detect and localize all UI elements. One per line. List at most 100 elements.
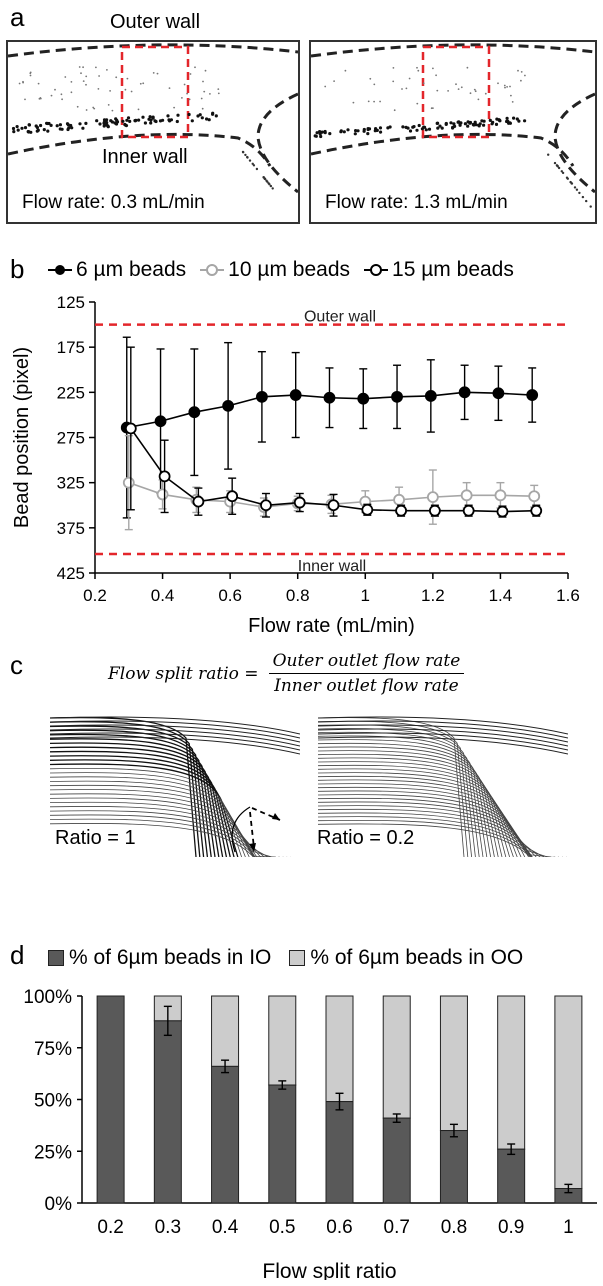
streamline	[318, 739, 488, 857]
bead-dot	[494, 122, 499, 126]
bead-dot	[251, 162, 254, 165]
bead-dot	[106, 125, 110, 129]
channel-left-drawing	[8, 43, 298, 194]
bead-dot	[460, 86, 463, 89]
bead-dot	[189, 73, 192, 75]
y-tick-label: 125	[57, 293, 85, 312]
bead-dot	[432, 67, 434, 70]
x-tick-label: 1.6	[556, 586, 580, 605]
panel-a-inner-wall-label: Inner wall	[102, 146, 188, 168]
bead-dot	[379, 100, 381, 103]
x-tick-label: 0.4	[151, 586, 175, 605]
y-tick-label: 325	[57, 474, 85, 493]
ratio-0.2-label: Ratio = 0.2	[314, 827, 418, 850]
micrograph-left: Flow rate: 0.3 mL/min	[6, 40, 300, 224]
streamline	[50, 725, 205, 857]
bead-dot	[473, 88, 476, 91]
legend-label-15um: 15 µm beads	[392, 258, 514, 281]
data-point	[226, 490, 239, 503]
panel-c-letter: c	[10, 650, 23, 680]
inner-wall-dashed-line	[8, 132, 272, 167]
bead-dot	[26, 130, 30, 134]
streamline	[318, 816, 567, 857]
micrograph-right: Flow rate: 1.3 mL/min	[309, 40, 597, 224]
bead-dot	[466, 66, 469, 69]
bead-dot	[126, 77, 129, 80]
bead-dot	[202, 80, 204, 83]
streamline	[318, 757, 507, 857]
bead-dot	[78, 66, 81, 68]
bead-dot	[449, 121, 453, 125]
streamline	[50, 724, 300, 743]
bead-dot	[29, 71, 32, 74]
outlet-wall-dashed-line	[256, 92, 298, 194]
bead-dot	[114, 117, 118, 121]
streamline	[50, 772, 246, 857]
bead-dot	[524, 74, 526, 77]
data-point	[289, 389, 302, 401]
streamline	[318, 746, 495, 857]
bead-dot	[39, 97, 42, 99]
bead-dot	[168, 87, 171, 89]
bead-dot	[187, 112, 191, 117]
bead-dots	[11, 66, 274, 190]
bead-dot	[11, 126, 16, 131]
bead-dot	[85, 109, 88, 111]
data-point	[528, 490, 541, 503]
bead-dot	[66, 127, 70, 132]
bead-dot	[401, 88, 403, 90]
bead-dot	[367, 127, 372, 131]
bead-dot	[457, 88, 460, 90]
open-circle-marker-icon	[364, 264, 389, 276]
bead-dot	[392, 67, 395, 69]
bead-dot	[504, 86, 506, 89]
bead-dot	[268, 183, 271, 186]
legend-item-10um: 10 µm beads	[200, 258, 350, 282]
bead-dot	[209, 93, 211, 95]
bead-dot	[482, 123, 486, 127]
data-point	[260, 499, 272, 512]
bead-dot	[422, 125, 426, 129]
bead-dot	[217, 88, 220, 90]
bead-dot	[49, 123, 53, 127]
streamline	[318, 750, 499, 857]
bead-dot	[515, 117, 519, 121]
data-point	[393, 493, 405, 506]
bead-dot	[242, 151, 245, 154]
bead-dot	[354, 129, 358, 133]
data-point	[323, 391, 336, 404]
bead-dot	[509, 85, 511, 88]
bead-dot	[58, 123, 63, 127]
bar-io	[325, 1101, 354, 1204]
bead-dot	[244, 153, 247, 157]
bead-dot	[508, 121, 512, 125]
bead-dot	[141, 115, 145, 119]
streamline	[50, 728, 300, 747]
ratio-1-label: Ratio = 1	[52, 827, 139, 850]
bead-dot	[84, 121, 88, 125]
x-tick-label: 0.5	[269, 1217, 295, 1238]
bead-dot	[352, 101, 355, 104]
bead-dot	[95, 119, 99, 123]
y-tick-label: 0%	[45, 1194, 73, 1215]
x-tick-label: 0.2	[97, 1217, 123, 1238]
bead-dot	[22, 80, 24, 83]
bead-dot	[97, 88, 100, 90]
bead-dot	[373, 100, 375, 103]
data-point	[426, 491, 439, 504]
bead-dot	[81, 126, 85, 130]
bar-io	[268, 1084, 297, 1204]
panel-b-letter: b	[10, 254, 25, 284]
bead-dot	[506, 86, 508, 88]
streamline	[318, 761, 510, 857]
bead-dot	[356, 129, 360, 133]
bead-dot	[378, 126, 383, 130]
bead-dot	[324, 85, 327, 88]
outer-wall-dashed-line	[8, 43, 298, 58]
streamline	[318, 823, 531, 857]
bead-dot	[76, 105, 79, 108]
bead-dot	[80, 72, 82, 75]
bead-dot	[115, 120, 120, 124]
bead-dots	[313, 66, 592, 208]
bead-dot	[24, 98, 26, 101]
